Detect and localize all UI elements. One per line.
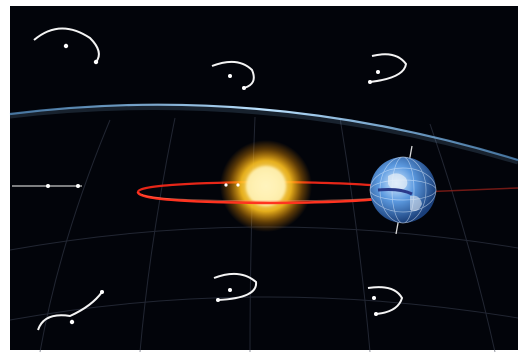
sun-icon	[220, 140, 312, 232]
star-icon	[224, 183, 228, 187]
parallax-star-5	[367, 286, 404, 316]
parallax-star-2	[211, 60, 255, 90]
horizon-arc	[9, 103, 519, 162]
parallax-star-6	[37, 290, 104, 331]
parallax-star-3	[368, 53, 408, 84]
star-icon	[236, 183, 240, 187]
earth-globe-icon	[369, 145, 437, 235]
star-icon	[12, 184, 82, 188]
parallax-star-4	[213, 272, 258, 302]
parallax-star-1	[33, 27, 100, 65]
earth-sun-line	[419, 187, 519, 193]
